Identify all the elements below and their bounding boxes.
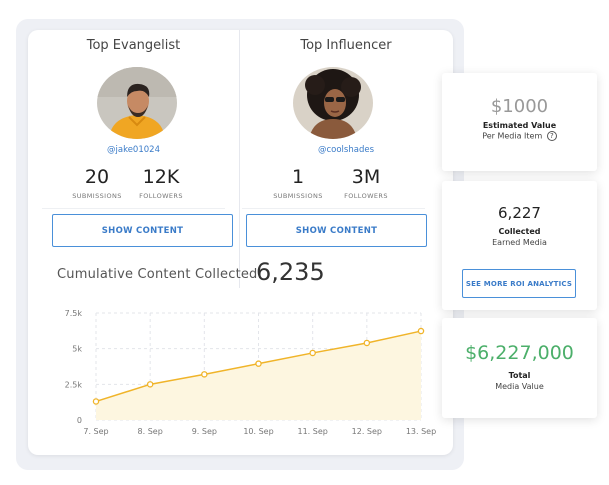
x-tick-label: 8. Sep bbox=[138, 427, 163, 436]
x-tick-label: 10. Sep bbox=[243, 427, 273, 436]
x-tick-label: 9. Sep bbox=[192, 427, 217, 436]
y-tick-label: 2.5k bbox=[65, 380, 83, 389]
show-content-button[interactable]: SHOW CONTENT bbox=[52, 214, 233, 247]
data-point bbox=[201, 371, 208, 378]
cumulative-label: Cumulative Content Collected: bbox=[57, 267, 263, 282]
top-influencer-panel: Top Influencer @coolshades 1 SUBMISSIONS bbox=[240, 30, 452, 288]
submissions-label: SUBMISSIONS bbox=[72, 192, 122, 200]
submissions-count: 20 bbox=[84, 166, 110, 188]
total-label: Total bbox=[508, 371, 531, 380]
data-point bbox=[146, 381, 154, 388]
estimated-value-card: $1000 Estimated Value Per Media Item ? bbox=[442, 73, 597, 171]
followers-stat: 3M FOLLOWERS bbox=[331, 166, 401, 200]
x-tick-label: 11. Sep bbox=[297, 427, 327, 436]
total-media-value-card: $6,227,000 Total Media Value bbox=[442, 318, 597, 418]
see-more-roi-analytics-button[interactable]: SEE MORE ROI ANALYTICS bbox=[462, 269, 576, 298]
cumulative-value: 6,235 bbox=[256, 258, 325, 286]
data-point bbox=[255, 360, 262, 367]
divider bbox=[242, 208, 425, 209]
y-tick-label: 7.5k bbox=[65, 309, 83, 318]
series-area bbox=[96, 331, 421, 420]
x-tick-label: 12. Sep bbox=[352, 427, 382, 436]
y-tick-label: 5k bbox=[72, 345, 82, 354]
divider bbox=[42, 208, 225, 209]
estimated-value-sub: Per Media Item ? bbox=[442, 131, 597, 141]
data-point bbox=[92, 398, 100, 405]
followers-count: 3M bbox=[351, 166, 381, 188]
profile-title: Top Influencer bbox=[300, 38, 392, 53]
question-circle-icon[interactable]: ? bbox=[546, 131, 557, 141]
estimated-value: $1000 bbox=[490, 96, 549, 117]
show-content-button[interactable]: SHOW CONTENT bbox=[246, 214, 427, 247]
top-evangelist-panel: Top Evangelist @jake01024 20 SUBMISSIONS… bbox=[28, 30, 240, 288]
x-tick-label: 7. Sep bbox=[83, 427, 108, 436]
data-point bbox=[309, 349, 316, 357]
estimated-value-label: Estimated Value bbox=[482, 121, 557, 130]
y-tick-label: 0 bbox=[77, 416, 82, 425]
profile-stats: 20 SUBMISSIONS 12K FOLLOWERS bbox=[28, 166, 239, 206]
submissions-stat: 20 SUBMISSIONS bbox=[62, 166, 132, 200]
profile-handle[interactable]: @jake01024 bbox=[107, 145, 160, 155]
submissions-label: SUBMISSIONS bbox=[273, 192, 323, 200]
total-value: $6,227,000 bbox=[465, 342, 574, 364]
data-point bbox=[363, 339, 371, 347]
cumulative-chart: 0 2.5k 5k 7.5k 7. Sep 8. Sep 9. Sep 10. Sep 11. … bbox=[65, 309, 437, 436]
data-point bbox=[417, 327, 425, 335]
profile-stats: 1 SUBMISSIONS 3M FOLLOWERS bbox=[240, 166, 452, 206]
followers-count: 12K bbox=[142, 166, 180, 188]
x-tick-label: 13. Sep bbox=[406, 427, 436, 436]
total-sub: Media Value bbox=[495, 382, 544, 391]
collected-card: 6,227 Collected Earned Media SEE MORE RO… bbox=[442, 181, 597, 310]
followers-label: FOLLOWERS bbox=[139, 192, 183, 200]
collected-sub: Earned Media bbox=[492, 238, 547, 247]
followers-stat: 12K FOLLOWERS bbox=[126, 166, 196, 200]
collected-value: 6,227 bbox=[498, 204, 541, 222]
collected-label: Collected bbox=[498, 227, 541, 236]
profile-handle[interactable]: @coolshades bbox=[317, 145, 374, 155]
followers-label: FOLLOWERS bbox=[344, 192, 388, 200]
submissions-stat: 1 SUBMISSIONS bbox=[263, 166, 333, 200]
per-media-item-text: Per Media Item bbox=[482, 131, 543, 141]
avatar[interactable] bbox=[293, 67, 373, 139]
submissions-count: 1 bbox=[291, 166, 305, 188]
profile-title: Top Evangelist bbox=[86, 38, 181, 53]
main-panel: Top Evangelist @jake01024 20 SUBMISSIONS… bbox=[28, 30, 453, 455]
